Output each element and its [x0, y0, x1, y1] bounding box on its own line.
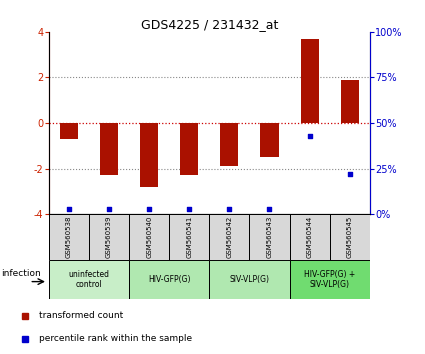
- Text: uninfected
control: uninfected control: [68, 270, 110, 289]
- Point: [266, 206, 273, 212]
- FancyBboxPatch shape: [249, 214, 289, 260]
- FancyBboxPatch shape: [330, 214, 370, 260]
- Point: [226, 206, 233, 212]
- Point: [306, 133, 313, 139]
- FancyBboxPatch shape: [129, 214, 169, 260]
- Bar: [180, 123, 198, 176]
- Text: GSM560540: GSM560540: [146, 216, 152, 258]
- Bar: [300, 39, 319, 123]
- FancyBboxPatch shape: [289, 214, 330, 260]
- Text: GSM560544: GSM560544: [306, 216, 312, 258]
- Text: GSM560542: GSM560542: [227, 216, 232, 258]
- Bar: [129, 260, 209, 299]
- Text: percentile rank within the sample: percentile rank within the sample: [39, 335, 192, 343]
- Text: SIV-VLP(G): SIV-VLP(G): [230, 275, 269, 284]
- Point: [346, 171, 353, 177]
- Bar: [289, 260, 370, 299]
- Bar: [220, 123, 238, 166]
- Text: infection: infection: [1, 269, 41, 278]
- Text: GSM560541: GSM560541: [186, 216, 192, 258]
- Point: [186, 206, 193, 212]
- Text: HIV-GFP(G): HIV-GFP(G): [148, 275, 190, 284]
- Point: [65, 206, 72, 212]
- Text: GSM560545: GSM560545: [347, 216, 353, 258]
- Bar: [140, 123, 158, 187]
- Point: [146, 206, 153, 212]
- Text: HIV-GFP(G) +
SIV-VLP(G): HIV-GFP(G) + SIV-VLP(G): [304, 270, 355, 289]
- FancyBboxPatch shape: [89, 214, 129, 260]
- Bar: [60, 123, 78, 139]
- Point: [106, 206, 113, 212]
- Text: GSM560539: GSM560539: [106, 216, 112, 258]
- Bar: [49, 260, 129, 299]
- Bar: [261, 123, 278, 157]
- Title: GDS4225 / 231432_at: GDS4225 / 231432_at: [141, 18, 278, 31]
- Text: GSM560543: GSM560543: [266, 216, 272, 258]
- FancyBboxPatch shape: [209, 214, 249, 260]
- Bar: [209, 260, 289, 299]
- Text: GSM560538: GSM560538: [66, 216, 72, 258]
- FancyBboxPatch shape: [169, 214, 209, 260]
- Text: transformed count: transformed count: [39, 312, 123, 320]
- Bar: [341, 80, 359, 123]
- Bar: [100, 123, 118, 176]
- FancyBboxPatch shape: [49, 214, 89, 260]
